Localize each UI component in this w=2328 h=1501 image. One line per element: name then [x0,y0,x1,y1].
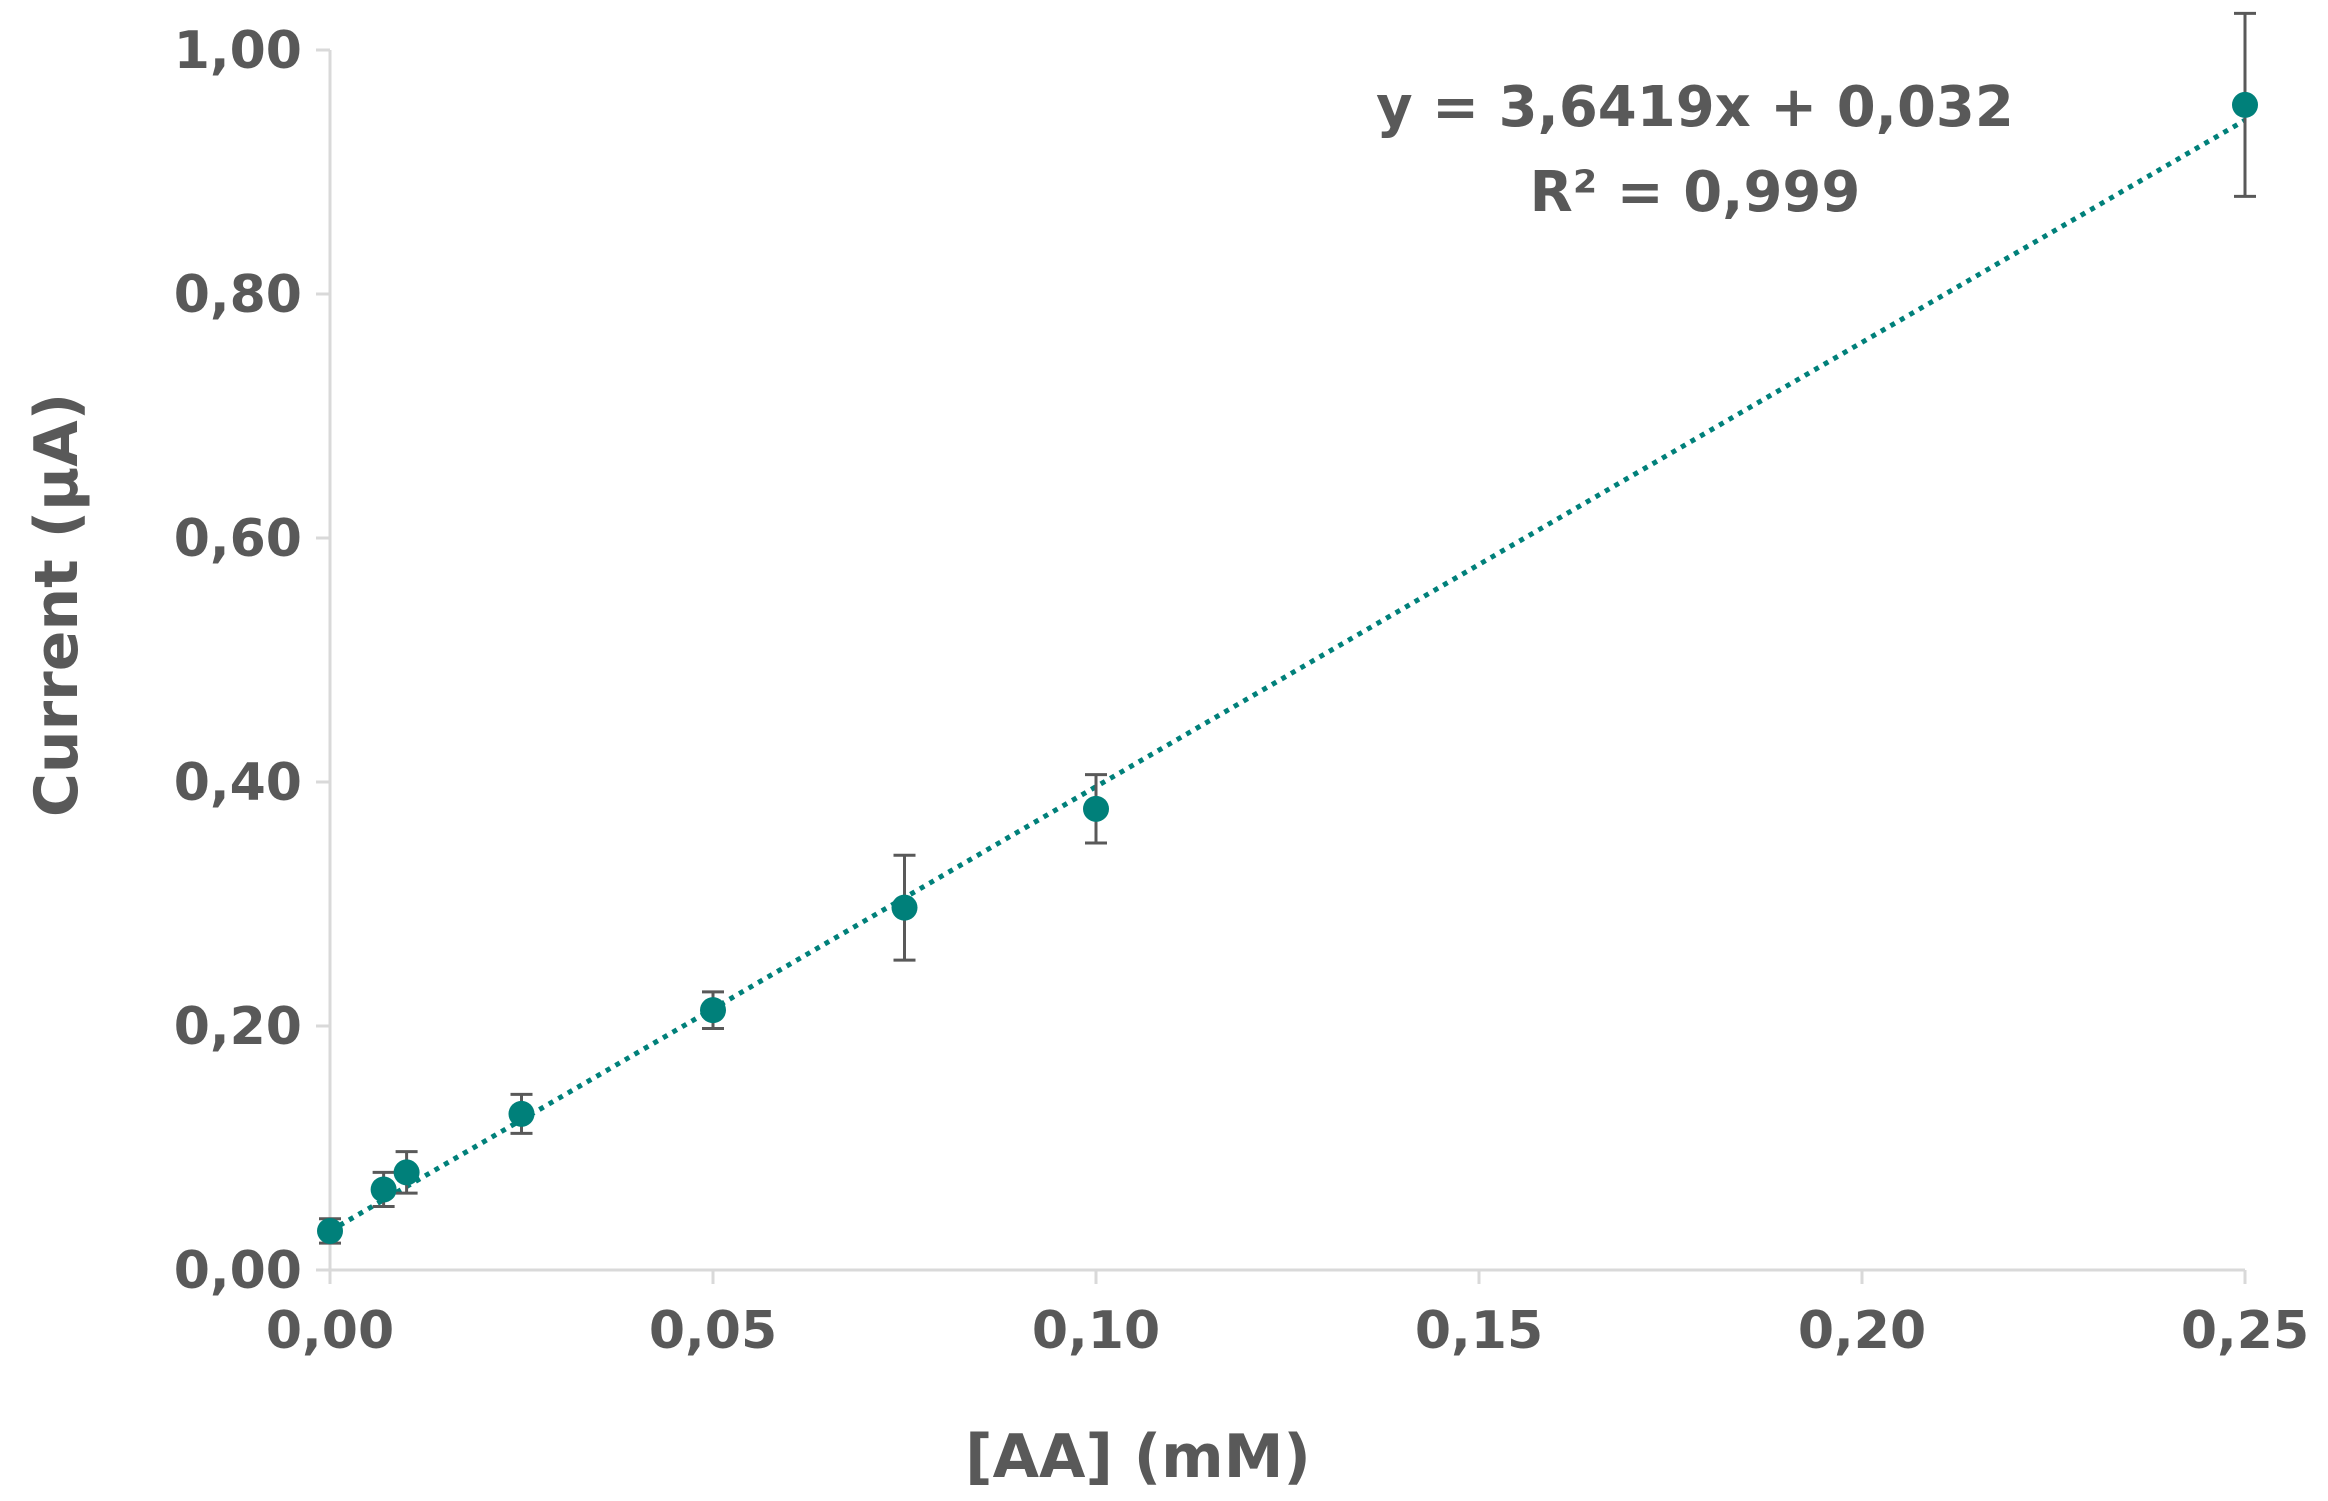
y-tick-label: 0,60 [174,509,302,569]
axes [326,50,2245,1274]
x-axis-ticks: 0,00 0,05 0,10 0,15 0,20 0,25 [266,1270,2309,1361]
x-axis-title: [AA] (mM) [965,1422,1311,1492]
y-tick-label: 0,00 [174,1241,302,1301]
data-point [1083,795,1109,822]
error-bars [319,11,2256,1245]
data-point [317,1217,343,1244]
data-point [370,1176,397,1203]
data-point [700,997,726,1024]
x-tick-label: 0,05 [649,1301,777,1361]
data-points [317,91,2258,1244]
linear-trendline [328,118,2247,1234]
x-tick-label: 0,25 [2181,1301,2309,1361]
x-tick-label: 0,20 [1798,1301,1926,1361]
x-tick-label: 0,15 [1415,1301,1543,1361]
data-point [393,1159,420,1186]
trendline-equation: y = 3,6419x + 0,032 [1376,75,2014,140]
y-axis-ticks: 0,00 0,20 0,40 0,60 0,80 1,00 [174,21,330,1301]
data-point [2232,91,2258,118]
y-axis-title: Current (µA) [22,393,92,817]
x-tick-label: 0,00 [266,1301,394,1361]
data-point [891,894,918,921]
y-tick-label: 1,00 [174,21,302,81]
r-squared-label: R² = 0,999 [1530,160,1861,225]
x-tick-label: 0,10 [1032,1301,1160,1361]
y-tick-label: 0,20 [174,997,302,1057]
y-tick-label: 0,40 [174,753,302,813]
y-tick-label: 0,80 [174,265,302,325]
data-point [508,1100,535,1127]
